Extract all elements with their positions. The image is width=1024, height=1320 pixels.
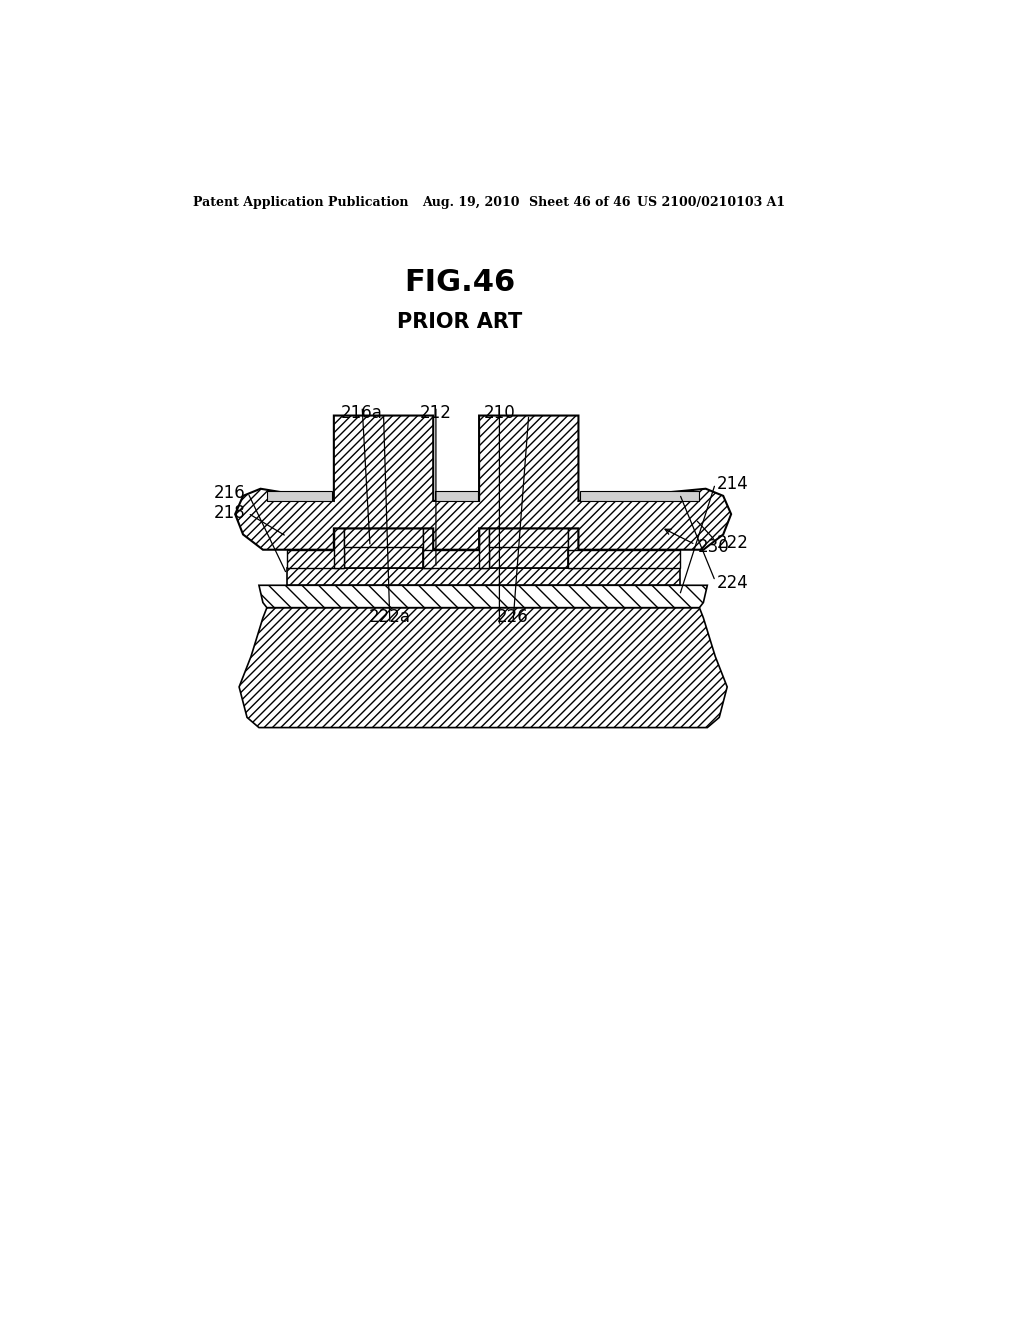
Text: 224: 224 (717, 574, 749, 593)
Text: FIG.46: FIG.46 (404, 268, 515, 297)
Polygon shape (344, 528, 423, 546)
Polygon shape (580, 491, 699, 500)
Polygon shape (489, 546, 568, 568)
Polygon shape (287, 549, 344, 568)
Polygon shape (236, 416, 731, 549)
Text: Patent Application Publication: Patent Application Publication (194, 195, 409, 209)
Polygon shape (435, 491, 477, 500)
Text: 226: 226 (497, 609, 528, 626)
Text: PRIOR ART: PRIOR ART (397, 312, 522, 333)
Polygon shape (423, 549, 489, 568)
Text: 216a: 216a (341, 404, 383, 422)
Polygon shape (489, 528, 568, 546)
Text: 218: 218 (214, 504, 246, 523)
Polygon shape (267, 491, 332, 500)
Text: Aug. 19, 2010: Aug. 19, 2010 (422, 195, 519, 209)
Text: 230: 230 (697, 537, 729, 556)
Polygon shape (568, 528, 579, 568)
Polygon shape (344, 546, 423, 568)
Text: Sheet 46 of 46: Sheet 46 of 46 (528, 195, 630, 209)
Polygon shape (259, 585, 708, 607)
Text: 222: 222 (717, 533, 749, 552)
Text: 222a: 222a (369, 609, 411, 626)
Polygon shape (334, 528, 344, 568)
Polygon shape (423, 528, 433, 568)
Text: 212: 212 (420, 404, 452, 422)
Polygon shape (479, 528, 489, 568)
Polygon shape (239, 607, 727, 727)
Polygon shape (287, 568, 680, 585)
Text: US 2100/0210103 A1: US 2100/0210103 A1 (638, 195, 785, 209)
Text: 210: 210 (483, 404, 515, 422)
Text: 214: 214 (717, 475, 749, 492)
Polygon shape (568, 549, 680, 568)
Text: 216: 216 (214, 484, 246, 502)
